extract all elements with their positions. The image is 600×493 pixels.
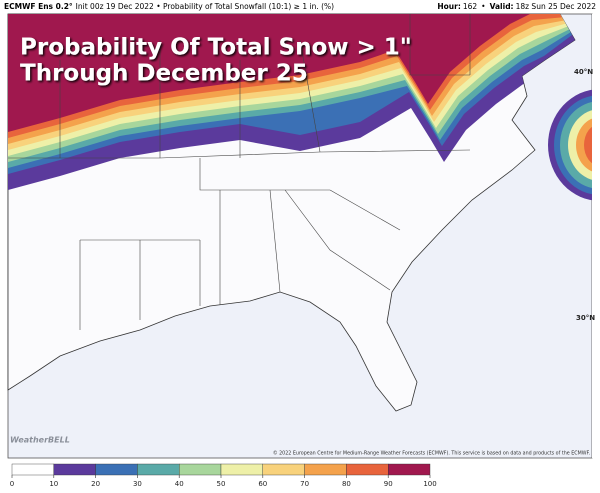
colorbar-bin bbox=[304, 463, 347, 476]
colorbar-bin bbox=[53, 463, 96, 476]
valid-label: Valid: bbox=[490, 2, 514, 11]
colorbar-bin bbox=[11, 463, 54, 476]
hour-label: Hour: bbox=[437, 2, 460, 11]
border bbox=[59, 14, 471, 158]
copyright: © 2022 European Centre for Medium-Range … bbox=[273, 450, 590, 457]
colorbar-tick-label: 100 bbox=[423, 480, 436, 488]
mask bbox=[592, 14, 600, 458]
colorbar-tick-label: 80 bbox=[342, 480, 351, 488]
colorbar-tick-label: 30 bbox=[133, 480, 142, 488]
logo: WeatherBELL bbox=[10, 436, 70, 445]
header-valid: Hour: 162 • Valid: 18z Sun 25 Dec 2022 bbox=[437, 2, 596, 11]
hour: 162 bbox=[463, 2, 478, 11]
colorbar-bin bbox=[178, 463, 222, 476]
snow-bands bbox=[8, 14, 575, 190]
border bbox=[79, 158, 401, 330]
snow-band bbox=[8, 14, 575, 132]
latitude-label: 30°N bbox=[576, 314, 595, 322]
colorbar-bin bbox=[137, 463, 180, 476]
overlay-title: Probability Of Total Snow > 1" bbox=[20, 35, 412, 61]
latitude-label: 40°N bbox=[574, 68, 593, 76]
colorbar-tick-label: 50 bbox=[217, 480, 226, 488]
colorbar-tick-label: 90 bbox=[384, 480, 393, 488]
header-model: ECMWF Ens 0.2° Init 00z 19 Dec 2022 • Pro… bbox=[4, 2, 334, 11]
description: Init 00z 19 Dec 2022 • Probability of To… bbox=[76, 2, 334, 11]
colorbar-tick-label: 40 bbox=[175, 480, 184, 488]
valid: 18z Sun 25 Dec 2022 bbox=[516, 2, 597, 11]
colorbar-tick-label: 10 bbox=[49, 480, 58, 488]
colorbar-tick-label: 20 bbox=[91, 480, 100, 488]
colorbar-bin bbox=[346, 463, 389, 476]
colorbar-bin bbox=[262, 463, 305, 476]
model: ECMWF Ens 0.2° bbox=[4, 2, 73, 11]
colorbar-bin bbox=[220, 463, 263, 476]
colorbar: 0 10 20 30 40 50 60 70 80 90 100 bbox=[10, 463, 437, 488]
colorbar-bin bbox=[95, 463, 138, 476]
colorbar-bin bbox=[388, 463, 431, 476]
colorbar-tick-label: 0 bbox=[10, 480, 14, 488]
offshore-snow bbox=[548, 14, 600, 458]
overlay-title: Through December 25 bbox=[20, 61, 308, 87]
colorbar-tick-label: 60 bbox=[258, 480, 267, 488]
separator: • bbox=[481, 2, 485, 11]
colorbar-tick-label: 70 bbox=[300, 480, 309, 488]
state-borders bbox=[8, 14, 471, 330]
